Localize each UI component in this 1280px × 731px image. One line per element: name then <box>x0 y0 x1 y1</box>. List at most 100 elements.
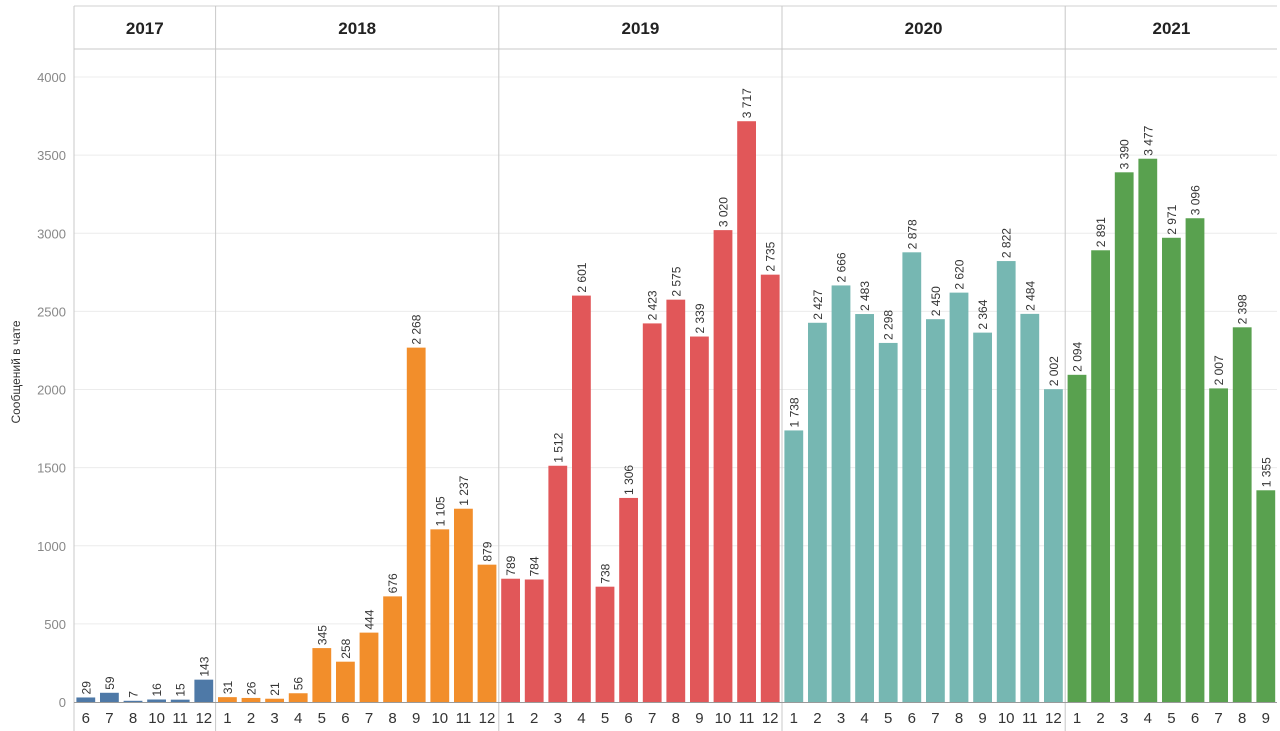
x-tick-label: 2 <box>813 710 821 727</box>
x-tick-label: 12 <box>762 710 779 727</box>
x-tick-label: 8 <box>388 710 396 727</box>
data-label: 2 735 <box>764 241 778 271</box>
x-tick-label: 9 <box>695 710 703 727</box>
x-tick-label: 1 <box>223 710 231 727</box>
data-label: 879 <box>481 541 495 561</box>
bar-2018-10 <box>430 529 450 702</box>
x-tick-label: 2 <box>1096 710 1104 727</box>
x-tick-label: 8 <box>129 710 137 727</box>
x-tick-label: 5 <box>884 710 892 727</box>
bar-2019-10 <box>713 230 733 702</box>
data-label: 143 <box>197 656 211 676</box>
y-tick-label: 3000 <box>37 226 66 241</box>
data-label: 3 717 <box>740 88 754 118</box>
x-tick-label: 4 <box>860 710 868 727</box>
x-tick-label: 11 <box>1022 710 1038 727</box>
y-tick-label: 0 <box>59 695 66 710</box>
bar-2021-4 <box>1138 158 1158 702</box>
data-label: 2 423 <box>646 290 660 320</box>
x-tick-label: 5 <box>1167 710 1175 727</box>
year-header-2021: 2021 <box>1152 19 1190 38</box>
data-label: 21 <box>268 682 282 696</box>
y-tick-label: 2500 <box>37 304 66 319</box>
x-tick-label: 1 <box>506 710 514 727</box>
data-label: 1 355 <box>1259 457 1273 487</box>
x-tick-label: 7 <box>365 710 373 727</box>
data-label: 2 298 <box>882 310 896 340</box>
data-label: 2 620 <box>953 259 967 289</box>
y-tick-label: 2000 <box>37 383 66 398</box>
bar-2019-6 <box>619 497 638 702</box>
data-label: 2 094 <box>1071 341 1085 371</box>
bar-2018-12 <box>477 564 497 702</box>
bar-2020-2 <box>808 322 827 702</box>
data-label: 2 575 <box>669 266 683 296</box>
x-tick-label: 4 <box>1144 710 1152 727</box>
bar-2019-12 <box>760 274 780 702</box>
data-label: 7 <box>127 691 141 698</box>
x-tick-label: 12 <box>195 710 212 727</box>
x-tick-label: 7 <box>1214 710 1222 727</box>
data-label: 26 <box>245 681 259 695</box>
bar-2018-7 <box>359 632 379 702</box>
x-tick-label: 12 <box>1045 710 1062 727</box>
data-label: 3 477 <box>1141 125 1155 155</box>
y-tick-label: 3500 <box>37 148 66 163</box>
x-tick-label: 6 <box>624 710 632 727</box>
x-tick-label: 10 <box>998 710 1015 727</box>
bar-2019-3 <box>548 465 568 702</box>
bar-2018-8 <box>383 596 402 702</box>
bar-2019-9 <box>690 336 709 702</box>
x-tick-label: 9 <box>978 710 986 727</box>
data-label: 2 891 <box>1094 217 1108 247</box>
x-tick-label: 11 <box>456 710 472 727</box>
x-tick-label: 8 <box>955 710 963 727</box>
bar-2021-2 <box>1091 250 1110 702</box>
bar-2017-10 <box>147 699 166 702</box>
bar-2021-6 <box>1185 218 1205 702</box>
data-label: 29 <box>79 681 93 695</box>
x-tick-label: 4 <box>294 710 302 727</box>
x-tick-label: 12 <box>479 710 496 727</box>
data-label: 1 306 <box>622 465 636 495</box>
x-tick-label: 1 <box>790 710 798 727</box>
bar-2020-9 <box>973 332 992 702</box>
data-label: 2 268 <box>410 314 424 344</box>
data-label: 16 <box>150 683 164 697</box>
x-tick-label: 7 <box>648 710 656 727</box>
y-tick-label: 1500 <box>37 461 66 476</box>
y-tick-label: 500 <box>44 617 66 632</box>
data-label: 2 822 <box>1000 228 1014 258</box>
y-axis-label: Сообщений в чате <box>9 320 23 423</box>
data-label: 3 020 <box>717 197 731 227</box>
bar-2020-6 <box>902 252 922 702</box>
bar-2020-3 <box>831 285 851 702</box>
bar-2018-1 <box>218 697 237 702</box>
bar-2021-9 <box>1256 490 1276 702</box>
data-label: 2 398 <box>1236 294 1250 324</box>
bar-2018-4 <box>288 693 308 702</box>
bar-2020-4 <box>855 314 874 702</box>
x-tick-label: 10 <box>431 710 448 727</box>
bar-2018-3 <box>265 698 284 702</box>
bar-2018-5 <box>312 648 332 702</box>
bar-2019-1 <box>501 578 520 702</box>
data-label: 2 601 <box>575 262 589 292</box>
x-tick-label: 7 <box>105 710 113 727</box>
data-label: 789 <box>504 555 518 575</box>
data-label: 1 105 <box>433 496 447 526</box>
y-tick-label: 4000 <box>37 70 66 85</box>
x-tick-label: 3 <box>554 710 562 727</box>
bar-2019-8 <box>666 299 686 702</box>
bar-2017-8 <box>123 700 143 702</box>
bar-2017-6 <box>76 697 96 702</box>
bar-2021-8 <box>1232 327 1252 702</box>
bar-2017-12 <box>194 679 214 702</box>
bar-2021-7 <box>1209 388 1228 702</box>
data-label: 738 <box>599 563 613 583</box>
x-tick-label: 7 <box>931 710 939 727</box>
data-label: 31 <box>221 680 235 694</box>
x-tick-label: 11 <box>172 710 188 727</box>
bar-2019-11 <box>737 121 756 702</box>
